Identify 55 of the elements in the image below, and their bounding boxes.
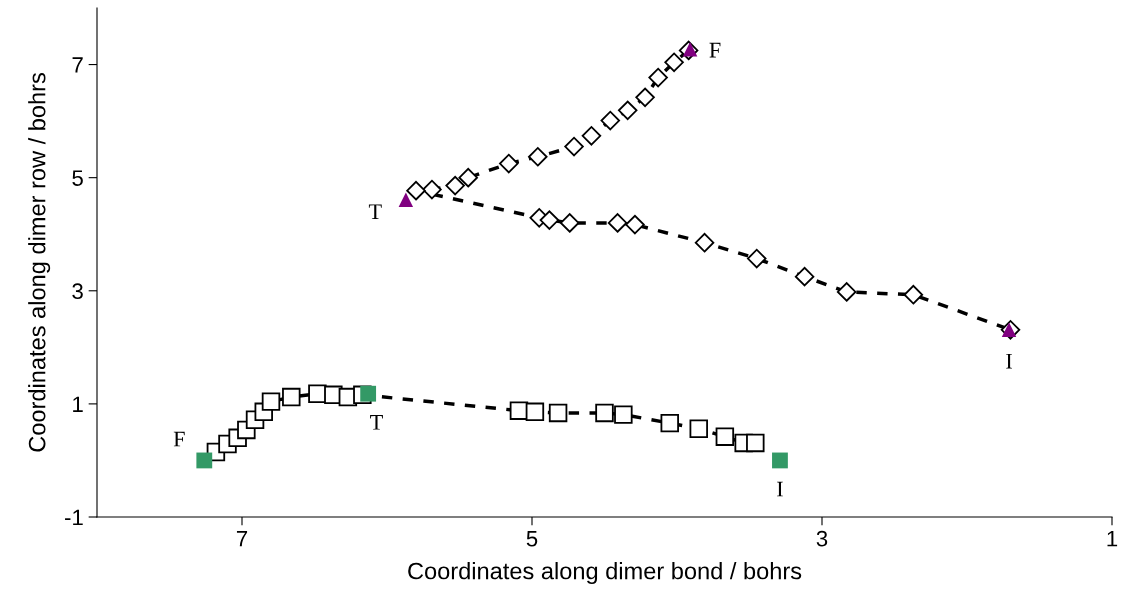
- point: [746, 433, 765, 453]
- point: [261, 392, 281, 411]
- point: [196, 452, 213, 469]
- y-tick-label: -1: [65, 509, 83, 526]
- point: [509, 401, 529, 420]
- point: [528, 146, 548, 167]
- x-axis-title: Coordinates along dimer bond / bohrs: [408, 562, 802, 585]
- x-tick-label: 1: [1107, 531, 1118, 547]
- point: [564, 136, 584, 157]
- point: [422, 179, 442, 200]
- x-tick-label: 5: [526, 531, 538, 547]
- annotation: T: [368, 204, 382, 219]
- point: [614, 405, 633, 424]
- annotation: F: [173, 431, 185, 447]
- point: [625, 214, 645, 235]
- y-tick-label: 5: [72, 170, 83, 186]
- point: [772, 452, 788, 469]
- point: [559, 213, 580, 233]
- point: [607, 213, 628, 233]
- point: [689, 419, 708, 439]
- point: [664, 52, 684, 73]
- point: [525, 402, 545, 422]
- point: [406, 180, 426, 201]
- point: [548, 403, 568, 423]
- point: [282, 387, 301, 407]
- point: [836, 282, 857, 302]
- point: [694, 232, 715, 253]
- point: [445, 175, 465, 196]
- point: [600, 110, 621, 131]
- point: [595, 403, 614, 423]
- point: [635, 87, 655, 108]
- point: [660, 413, 679, 433]
- point: [499, 153, 519, 174]
- point: [617, 100, 638, 121]
- y-axis-title: Coordinates along dimer row / bohrs: [28, 73, 51, 452]
- point: [308, 384, 327, 403]
- point: [581, 126, 602, 146]
- annotation: F: [709, 42, 721, 58]
- point: [794, 266, 815, 287]
- point: [398, 192, 414, 207]
- y-tick-label: 7: [72, 57, 83, 73]
- y-tick-label: 1: [73, 396, 83, 412]
- annotation: T: [370, 415, 383, 430]
- x-tick-label: 3: [816, 530, 828, 547]
- annotation: I: [777, 481, 783, 497]
- point: [903, 284, 924, 305]
- x-tick-label: 7: [236, 531, 248, 547]
- point: [458, 167, 478, 188]
- y-tick-label: 3: [72, 283, 83, 300]
- point: [539, 210, 560, 230]
- point: [360, 385, 377, 402]
- point: [648, 67, 668, 88]
- point: [747, 248, 767, 269]
- annotation: I: [1006, 353, 1012, 369]
- point: [715, 427, 735, 446]
